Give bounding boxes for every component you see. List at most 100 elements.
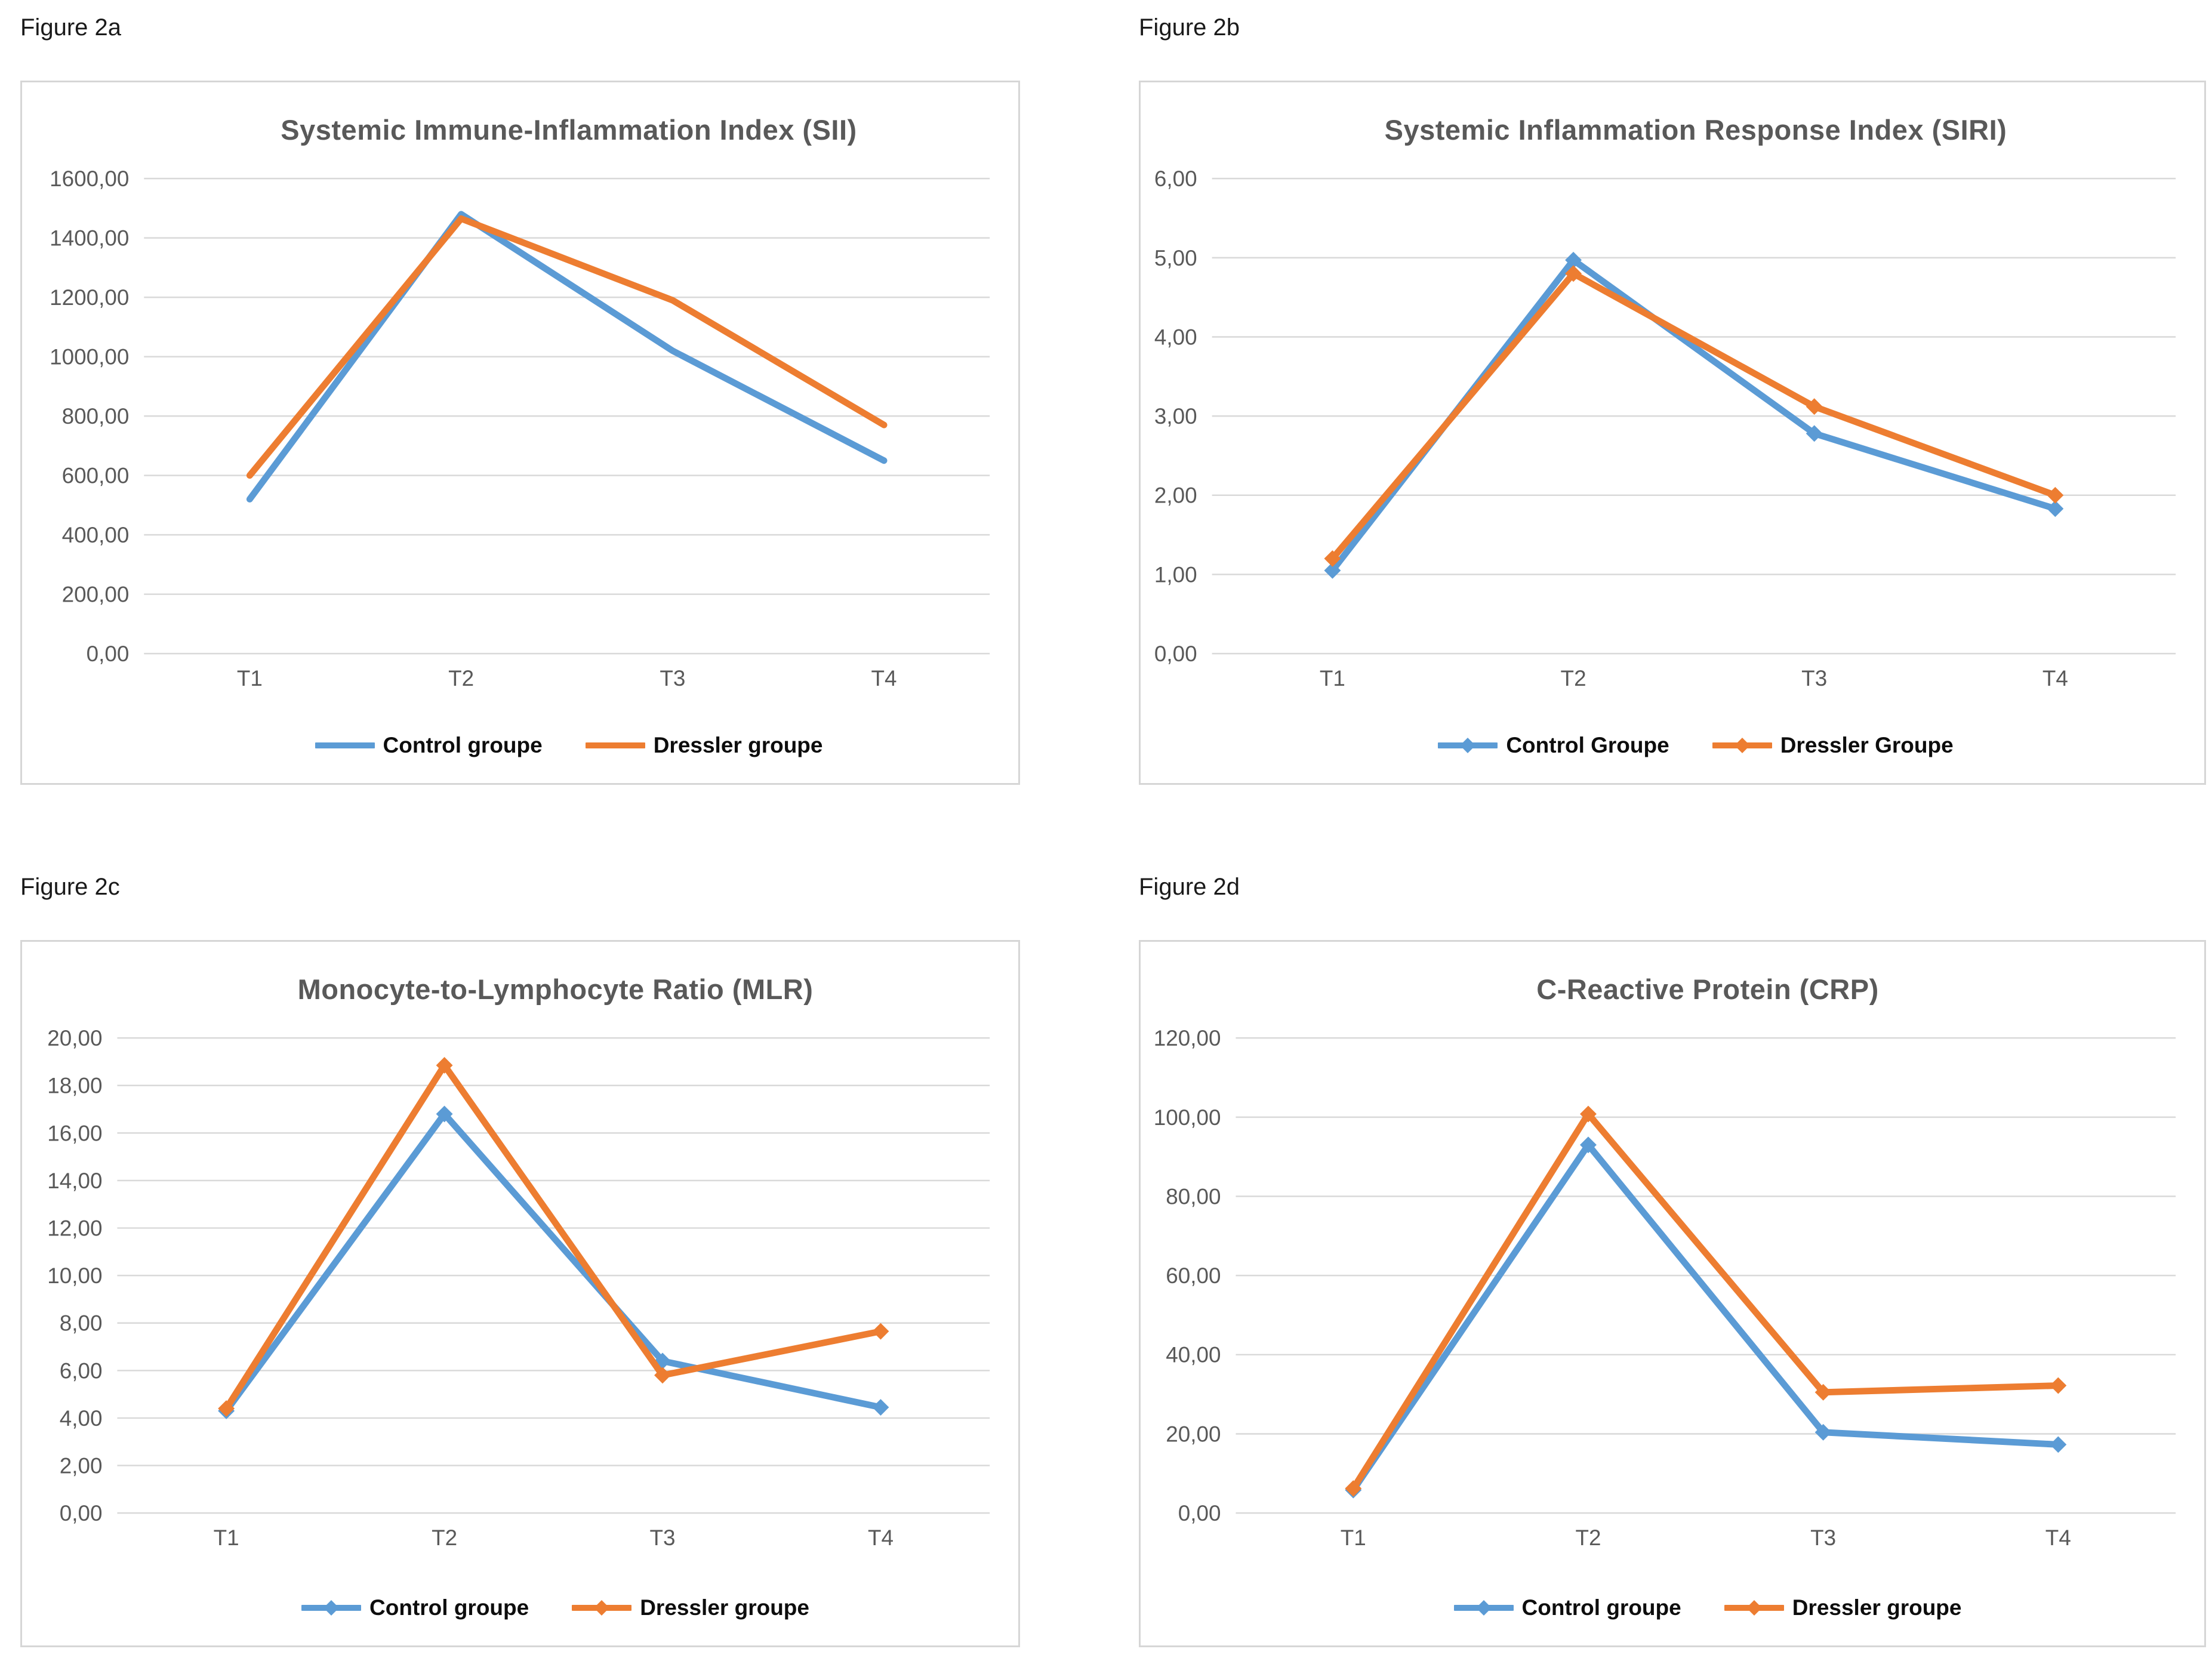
y-tick-label: 2,00 [60,1453,103,1478]
x-axis-label: T2 [1561,666,1586,691]
x-axis-label: T4 [871,666,897,691]
y-tick-label: 0,00 [1178,1501,1221,1525]
line-chart: 0,00 20,00 40,00 60,00 80,00 100,00 120,00 T1 T2… [1154,1026,2176,1550]
y-tick-label: 1400,00 [50,226,129,251]
y-tick-label: 200,00 [62,583,130,607]
series-line [246,211,888,503]
y-tick-label: 10,00 [47,1263,102,1288]
chart-legend: Control groupe Dressler groupe [1236,1595,2179,1620]
legend-label-dressler: Dressler groupe [653,733,823,757]
y-tick-label: 20,00 [47,1026,102,1050]
dressler-series-line-swatch-icon [585,742,645,748]
y-tick-label: 6,00 [60,1358,103,1383]
y-tick-label: 40,00 [1166,1343,1221,1367]
y-tick-label: 0,00 [87,642,130,666]
figure-2a-section: Figure 2a 0,00 200,00 400,00 600,00 800,00 10… [20,13,1020,785]
series-marker [1806,398,1823,415]
y-tick-label: 20,00 [1166,1422,1221,1446]
y-tick-label: 600,00 [62,464,130,488]
series-marker [872,1399,889,1416]
y-tick-label: 1200,00 [50,285,129,310]
legend-label-control: Control groupe [369,1595,529,1620]
y-tick-label: 4,00 [1154,325,1197,349]
series-marker [1345,1480,1362,1497]
legend-label-control: Control groupe [1521,1595,1681,1620]
series-marker [436,1057,453,1074]
series-line [223,1111,884,1414]
x-axis-label: T1 [1320,666,1345,691]
y-tick-label: 800,00 [62,404,130,429]
y-tick-label: 80,00 [1166,1184,1221,1209]
y-tick-label: 3,00 [1154,404,1197,429]
y-tick-label: 6,00 [1154,167,1197,191]
x-axis-label: T2 [448,666,474,691]
legend-item-control: Control groupe [301,1595,529,1620]
x-axis-label: T2 [1575,1525,1601,1550]
chart-title: C-Reactive Protein (CRP) [1536,973,1879,1005]
legend-label-control: Control groupe [383,733,543,757]
legend-item-dressler: Dressler groupe [572,1595,809,1620]
control-series-line-swatch-icon [1438,738,1498,753]
series-marker [218,1400,235,1417]
series-line [1329,257,2059,574]
line-chart: 0,00 1,00 2,00 3,00 4,00 5,00 6,00 T1 T2 T3 T4 [1154,167,2176,691]
legend-label-dressler: Dressler Groupe [1780,733,1954,757]
series-marker [2050,1377,2067,1394]
y-tick-label: 1600,00 [50,167,129,191]
legend-label-dressler: Dressler groupe [640,1595,809,1620]
dressler-series-line-swatch-icon [1712,738,1772,753]
x-axis-label: T1 [237,666,263,691]
x-axis-label: T4 [2045,1525,2071,1550]
series-marker [2047,486,2064,504]
series-line [1350,1141,2062,1494]
legend-item-dressler: Dressler Groupe [1712,733,1954,758]
y-tick-label: 2,00 [1154,483,1197,508]
figure-label: Figure 2a [20,14,121,41]
y-tick-label: 16,00 [47,1121,102,1145]
y-tick-label: 5,00 [1154,246,1197,270]
y-tick-label: 400,00 [62,523,130,547]
figure-2d-section: Figure 2d 0,00 20,00 40,00 60,00 80,00 100,00… [1139,873,2206,1647]
y-tick-label: 18,00 [47,1074,102,1098]
chart-panel: 0,00 20,00 40,00 60,00 80,00 100,00 120,00 T1 T2… [1139,940,2206,1647]
y-tick-label: 12,00 [47,1216,102,1241]
figure-2b-section: Figure 2b 0,00 1,00 2,00 3,00 4,00 5,00 6,00 T1… [1139,13,2206,785]
series-marker [1806,425,1823,442]
x-axis-label: T4 [2042,666,2068,691]
series-line [1329,270,2059,562]
line-chart: 0,00 2,00 4,00 6,00 8,00 10,00 12,00 14,00 16,00… [47,1026,990,1550]
legend-item-control: Control groupe [1453,1595,1681,1620]
series-marker [1580,1136,1597,1154]
chart-title: Systemic Immune-Inflammation Index (SII) [281,114,857,146]
series-marker [1580,1105,1597,1123]
chart-panel: 0,00 200,00 400,00 600,00 800,00 1000,00 1200,… [20,81,1020,785]
y-tick-label: 100,00 [1154,1105,1221,1130]
series-marker [1814,1383,1832,1401]
chart-title: Systemic Inflammation Response Index (SI… [1384,114,2007,146]
series-marker [1324,550,1341,567]
legend-item-dressler: Dressler groupe [1724,1595,1961,1620]
y-tick-label: 4,00 [60,1406,103,1431]
series-marker [1565,265,1582,282]
x-axis-label: T3 [1801,666,1827,691]
chart-panel: 0,00 2,00 4,00 6,00 8,00 10,00 12,00 14,00 16,00… [20,940,1020,1647]
series-marker [436,1105,453,1123]
chart-panel: 0,00 1,00 2,00 3,00 4,00 5,00 6,00 T1 T2 T3 T4 Sys… [1139,81,2206,785]
series-line [246,215,888,479]
legend-item-dressler: Dressler groupe [585,733,823,758]
chart-title: Monocyte-to-Lymphocyte Ratio (MLR) [297,973,814,1005]
figure-2c-section: Figure 2c 0,00 2,00 4,00 6,00 8,00 10,00 12,00… [20,873,1020,1647]
dressler-series-line-swatch-icon [572,1600,632,1616]
chart-legend: Control groupe Dressler groupe [118,1595,993,1620]
y-tick-label: 120,00 [1154,1026,1221,1050]
series-marker [2047,500,2064,517]
figure-label: Figure 2d [1139,874,1240,900]
legend-item-control: Control groupe [315,733,543,758]
x-axis-label: T3 [1810,1525,1836,1550]
control-series-line-swatch-icon [315,742,375,748]
x-axis-label: T4 [868,1525,894,1550]
x-axis-label: T1 [214,1525,239,1550]
control-series-line-swatch-icon [1453,1600,1514,1616]
legend-label-control: Control Groupe [1506,733,1669,757]
